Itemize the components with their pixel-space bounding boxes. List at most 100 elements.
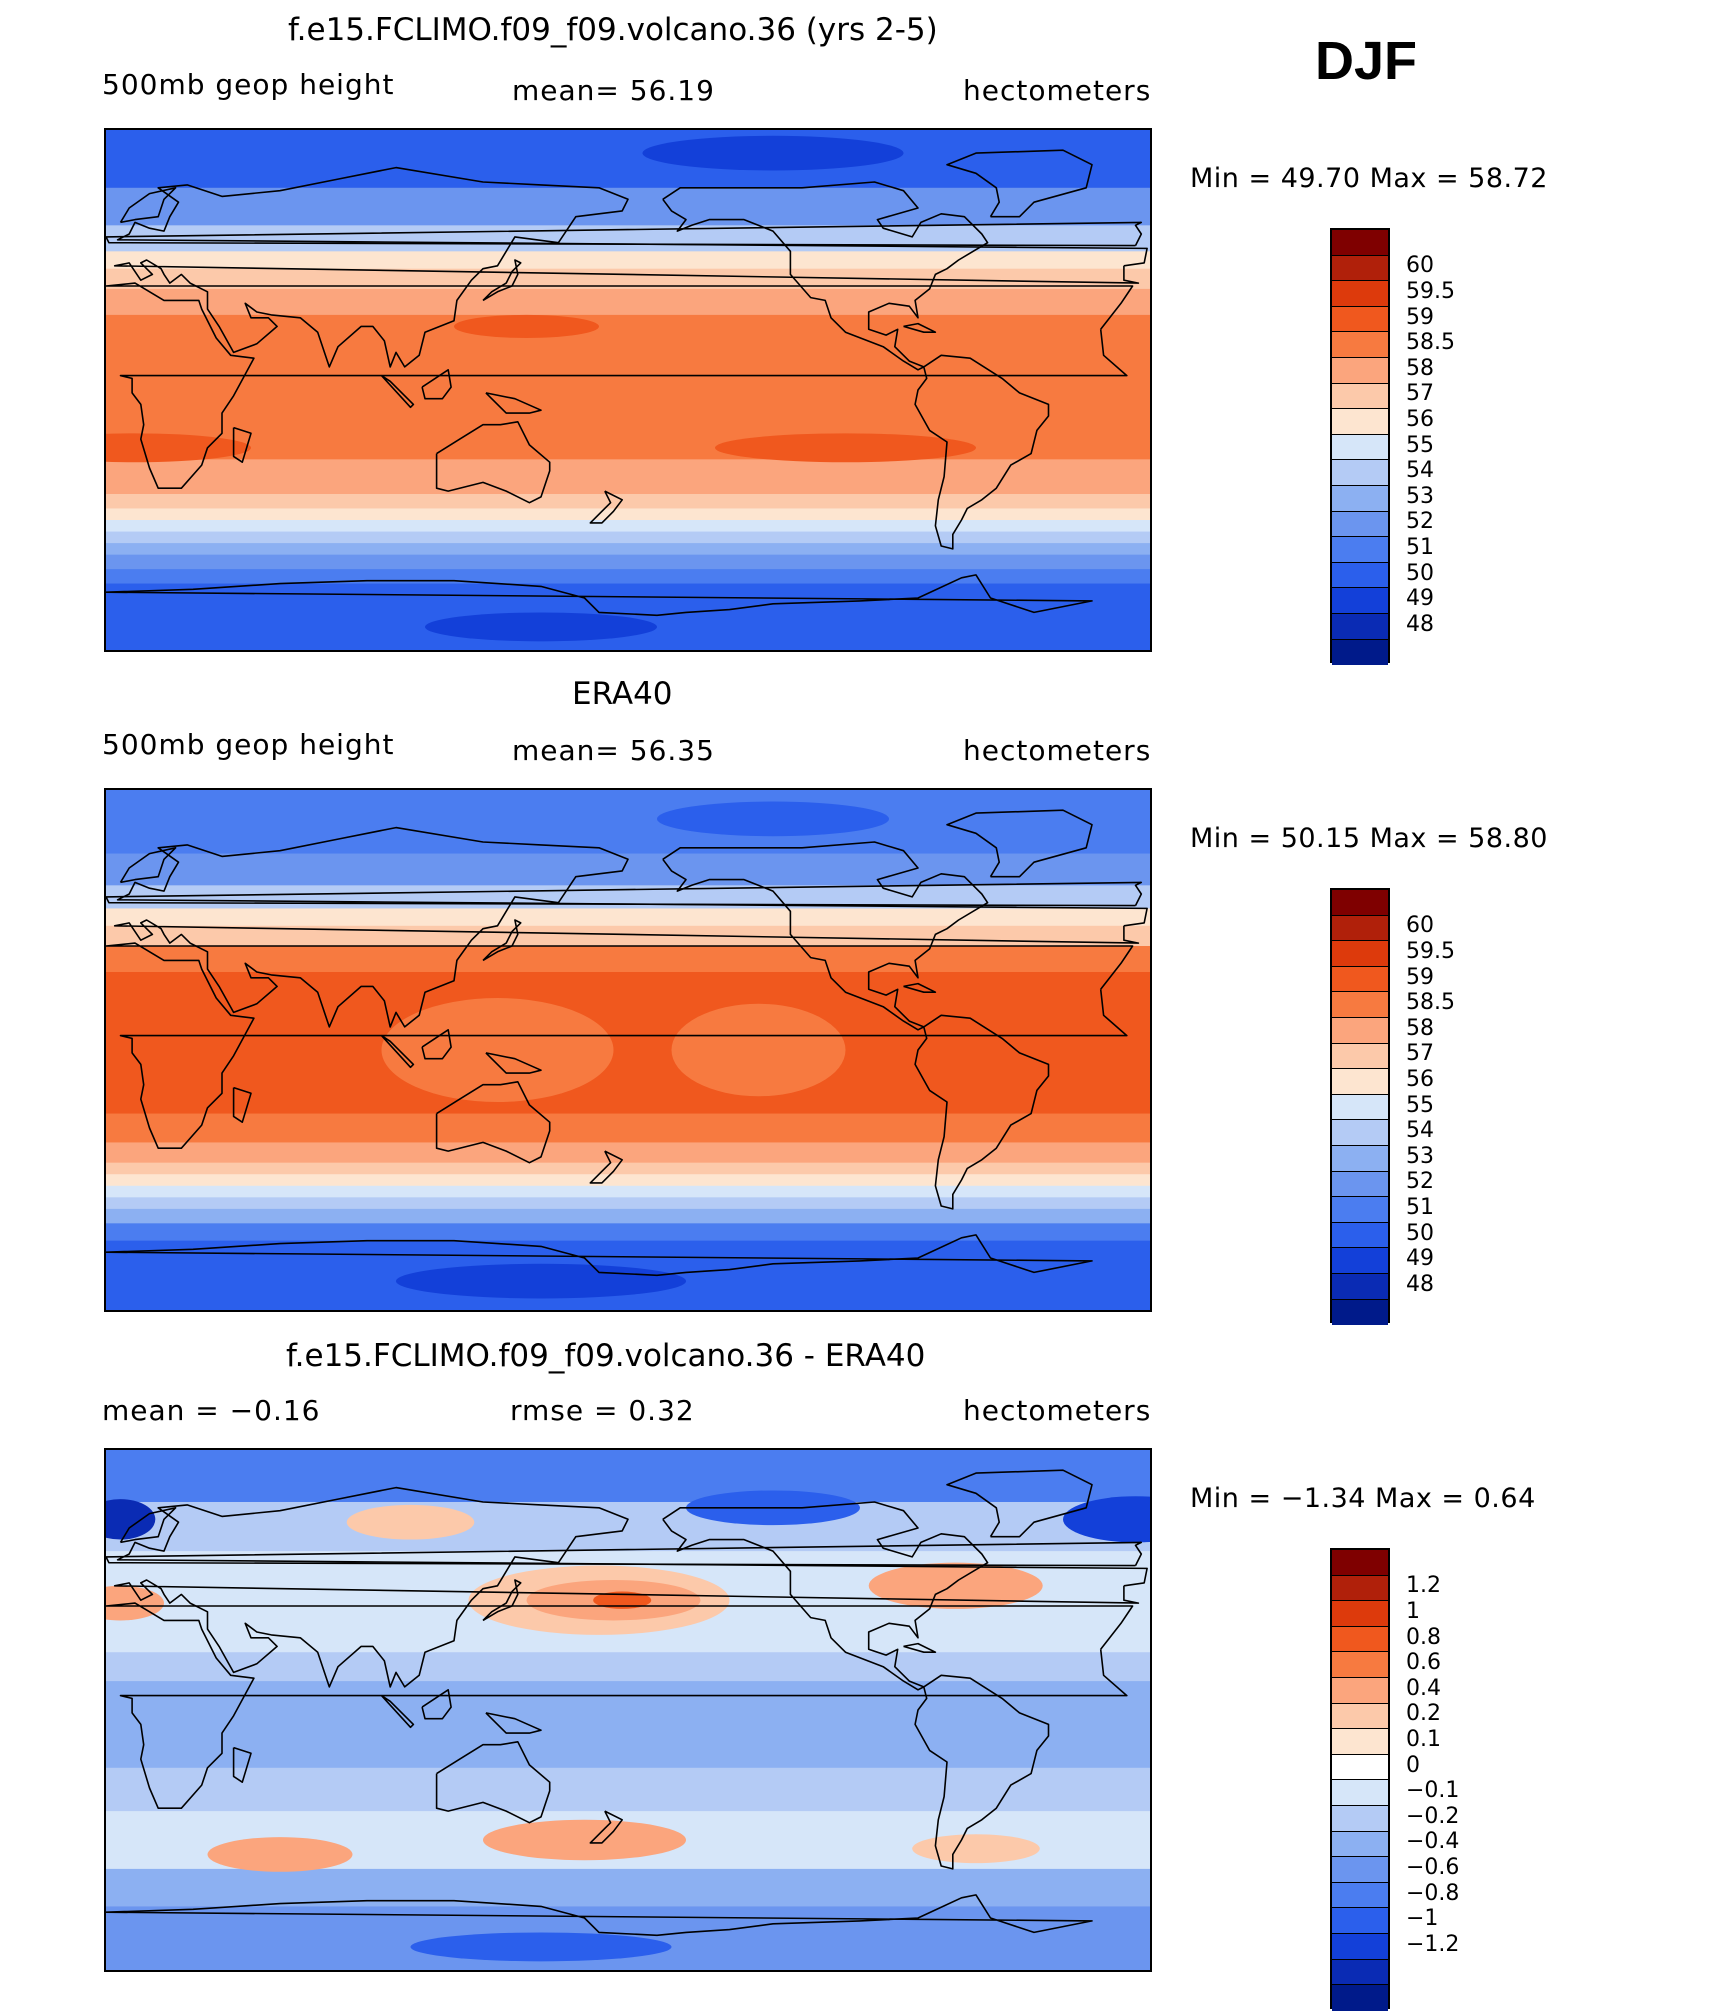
colorbar-box — [1332, 1985, 1388, 2011]
coastline — [380, 1034, 415, 1069]
coastline — [435, 1080, 551, 1164]
colorbar-tick-label: 52 — [1406, 1169, 1434, 1195]
coastline — [589, 1810, 624, 1844]
contour-region — [381, 998, 614, 1102]
coastline — [485, 392, 542, 414]
colorbar-box — [1332, 460, 1388, 486]
coastline — [482, 259, 522, 302]
coastline — [232, 1086, 252, 1124]
coastline — [589, 490, 624, 524]
colorbar-box — [1332, 1908, 1388, 1934]
colorbar-box — [1332, 941, 1388, 967]
coastline — [482, 919, 522, 962]
coastline — [903, 982, 937, 993]
colorbar-box — [1332, 1601, 1388, 1627]
coastline — [903, 322, 937, 333]
contour-band — [106, 1681, 1150, 1769]
colorbar-box — [1332, 1299, 1388, 1326]
coastline — [914, 354, 1050, 550]
colorbar-tick-label: 57 — [1406, 381, 1434, 407]
colorbar-box — [1332, 357, 1388, 384]
map-svg — [106, 790, 1150, 1310]
colorbar-box — [1332, 1575, 1388, 1602]
colorbar-tick-label: −0.8 — [1406, 1880, 1460, 1906]
coastline — [662, 841, 989, 1031]
colorbar-box — [1332, 562, 1388, 589]
coastline — [119, 1506, 177, 1544]
colorbar-tick-label: 0.1 — [1406, 1727, 1441, 1752]
coastline — [106, 1234, 1093, 1277]
colorbar-box — [1332, 890, 1388, 916]
contour-band — [106, 1197, 1150, 1210]
coastline — [903, 1642, 937, 1653]
colorbar-box — [1332, 1729, 1388, 1755]
coastline — [482, 1579, 522, 1622]
colorbar-box — [1332, 332, 1388, 358]
colorbar-tick-label: 1 — [1406, 1599, 1420, 1624]
colorbar-tick-label: 0.2 — [1406, 1701, 1441, 1727]
panel-diff-units-label: hectometers — [963, 1394, 1152, 1427]
contour-band — [106, 531, 1150, 544]
colorbar-box — [1332, 1094, 1388, 1121]
contour-region — [207, 1837, 353, 1872]
colorbar-box — [1332, 1273, 1388, 1300]
contour-region — [642, 135, 904, 171]
colorbar-box — [1332, 1145, 1388, 1172]
colorbar-box — [1332, 1197, 1388, 1223]
colorbar-tick-label: −0.1 — [1406, 1778, 1460, 1804]
contour-region — [346, 1504, 475, 1540]
colorbar-box — [1332, 537, 1388, 563]
contour-band — [106, 268, 1150, 290]
coastline — [435, 1740, 551, 1824]
contour-band — [106, 288, 1150, 316]
colorbar-box — [1332, 639, 1388, 666]
panel-obs-map — [104, 788, 1152, 1312]
colorbar-tick-label: 58.5 — [1406, 330, 1455, 356]
contour-band — [106, 187, 1150, 226]
colorbar-box — [1332, 1069, 1388, 1095]
colorbar-box — [1332, 1120, 1388, 1146]
colorbar-box — [1332, 485, 1388, 512]
coastline — [485, 1712, 542, 1734]
colorbar-box — [1332, 1882, 1388, 1909]
colorbar-tick-label: 0.8 — [1406, 1624, 1441, 1650]
colorbar-box — [1332, 1222, 1388, 1249]
colorbar-tick-label: 60 — [1406, 913, 1434, 939]
panel-diff-min-max: Min = −1.34 Max = 0.64 — [1190, 1483, 1536, 1514]
coastline — [106, 881, 1143, 907]
coastline — [421, 1689, 452, 1720]
colorbar-box — [1332, 383, 1388, 410]
contour-band — [106, 1185, 1150, 1198]
map-svg — [106, 130, 1150, 650]
contour-region — [454, 314, 599, 338]
coastline — [914, 1014, 1050, 1210]
contour-region — [912, 1834, 1040, 1864]
contour-region — [657, 801, 889, 837]
contour-region — [106, 1499, 156, 1540]
coastline — [662, 181, 989, 371]
colorbar-box — [1332, 1831, 1388, 1858]
contour-band — [106, 1208, 1150, 1224]
coastline — [946, 809, 1093, 878]
colorbar-box — [1332, 1652, 1388, 1678]
coastline — [106, 221, 1143, 247]
contour-band — [106, 130, 1150, 189]
contour-region — [715, 433, 976, 463]
coastline — [106, 1894, 1093, 1937]
contour-band — [106, 1223, 1150, 1242]
contour-band — [106, 583, 1150, 650]
colorbar-box — [1332, 1703, 1388, 1730]
contour-band — [106, 543, 1150, 556]
colorbar-box — [1332, 1626, 1388, 1653]
coastline — [232, 1746, 252, 1784]
panel-model-colorbar — [1330, 228, 1390, 666]
colorbar-tick-label: 58 — [1406, 1015, 1434, 1041]
colorbar-tick-label: 56 — [1406, 407, 1434, 432]
colorbar-box — [1332, 915, 1388, 942]
coastline — [106, 282, 1134, 490]
colorbar-tick-label: 59 — [1406, 304, 1434, 330]
colorbar-box — [1332, 1248, 1388, 1274]
colorbar-tick-label: 58.5 — [1406, 990, 1455, 1016]
colorbar-box — [1332, 1857, 1388, 1883]
contour-band — [106, 1868, 1150, 1907]
